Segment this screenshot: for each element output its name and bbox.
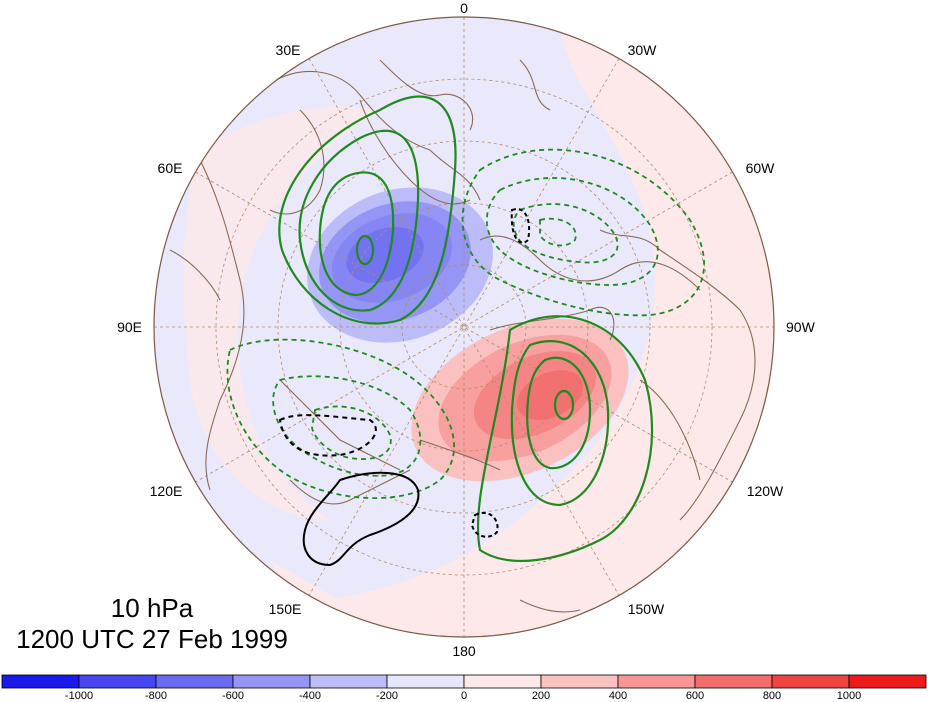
colorbar-swatch: [617, 674, 696, 689]
colorbar-swatch: [309, 674, 388, 689]
lon-label-90e: 90E: [117, 319, 142, 335]
lon-label-120e: 120E: [150, 483, 183, 499]
lon-label-90w: 90W: [786, 319, 816, 335]
longitude-labels: 0 30W 60W 90W 120W 150W 180 150E 120E 90…: [117, 0, 815, 659]
colorbar-swatch: [232, 674, 311, 689]
positive-contours-west: [278, 95, 457, 325]
negative-anomaly-shading: [307, 187, 493, 343]
colorbar-label: -1000: [65, 690, 93, 702]
colorbar-label: 800: [763, 690, 781, 702]
lon-label-120w: 120W: [747, 483, 784, 499]
colorbar-swatch: [694, 674, 773, 689]
lon-label-30e: 30E: [276, 42, 301, 58]
lon-label-60e: 60E: [158, 160, 183, 176]
colorbar-swatch: [386, 674, 465, 689]
positive-anomaly-shading: [411, 318, 629, 482]
colorbar-swatch: [78, 674, 157, 689]
lon-label-30w: 30W: [628, 42, 658, 58]
map-border: [153, 16, 775, 638]
lon-label-150e: 150E: [269, 601, 302, 617]
colorbar-label: 1000: [837, 690, 861, 702]
colorbar-swatch: [540, 674, 619, 689]
colorbar-swatch: [771, 674, 850, 689]
colorbar-label: -200: [376, 690, 398, 702]
timestamp-label: 1200 UTC 27 Feb 1999: [16, 624, 288, 654]
pressure-level-label: 10 hPa: [111, 593, 194, 623]
colorbar-swatch: [155, 674, 234, 689]
colorbar-label: -800: [145, 690, 167, 702]
colorbar-swatch: [1, 674, 80, 689]
colorbar-label: 400: [609, 690, 627, 702]
lon-label-60w: 60W: [746, 160, 776, 176]
lon-label-0: 0: [460, 0, 468, 16]
colorbar-swatch: [848, 674, 927, 689]
colorbar-label: -600: [222, 690, 244, 702]
shade-weak-positive-south: [270, 560, 360, 620]
graticule: [154, 17, 774, 637]
lon-label-150w: 150W: [628, 601, 665, 617]
colorbar-labels: -1000 -800 -600 -400 -200 0 200 400 600 800 1000: [65, 690, 861, 702]
colorbar-label: -400: [299, 690, 321, 702]
shade-weak-positive-band: [300, 20, 774, 637]
colorbar-swatch: [463, 674, 542, 689]
colorbar-label: 600: [686, 690, 704, 702]
negative-contours-north: [461, 148, 705, 317]
positive-contours-east: [476, 315, 654, 562]
zero-contours: [278, 208, 531, 567]
lon-label-180: 180: [452, 643, 476, 659]
colorbar: [1, 674, 927, 689]
map-disk: [154, 17, 774, 637]
coastlines: [169, 59, 756, 613]
colorbar-label: 0: [461, 690, 467, 702]
colorbar-label: 200: [532, 690, 550, 702]
shade-weak-positive-west: [183, 106, 380, 521]
